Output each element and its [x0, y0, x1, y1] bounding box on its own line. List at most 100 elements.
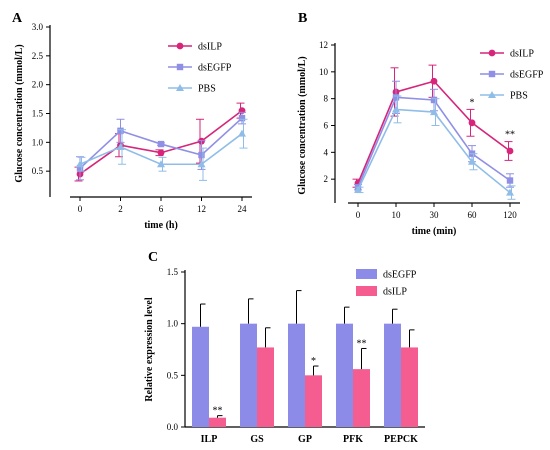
y-tick-label: 6 [324, 121, 329, 131]
data-point [430, 96, 438, 104]
legend-marker [488, 49, 496, 57]
y-tick-label: 10 [319, 67, 329, 77]
data-point [117, 127, 124, 134]
y-tick-label: 0.5 [167, 370, 179, 380]
data-point [238, 114, 246, 122]
bar [240, 323, 257, 427]
x-axis-title: time (min) [412, 226, 457, 237]
x-tick-label: 0 [78, 204, 83, 214]
series-PBS [354, 95, 516, 200]
legend: dsILP dsEGFP PBS [168, 42, 232, 95]
x-category-label: ILP [201, 434, 218, 445]
legend-label: dsILP [510, 49, 534, 60]
legend-swatch [356, 269, 377, 279]
x-tick-label: 6 [159, 204, 164, 214]
y-tick-label: 2 [324, 174, 329, 184]
bar [288, 323, 305, 427]
legend-swatch [356, 286, 377, 296]
bar [209, 417, 226, 427]
data-point [197, 160, 206, 168]
panel-label-c: C [148, 250, 158, 265]
data-point [506, 188, 514, 196]
data-point [157, 160, 165, 168]
bar [192, 326, 209, 427]
significance-marker: * [311, 356, 316, 367]
series-dsEGFP [76, 111, 246, 181]
legend-marker [488, 91, 496, 98]
series-dsILP [352, 64, 514, 188]
x-tick-label: 2 [118, 204, 123, 214]
legend-label: PBS [510, 91, 528, 102]
y-tick-label: 2.5 [32, 51, 44, 61]
series-line [357, 108, 511, 194]
data-point [506, 177, 514, 184]
y-axis-title: Glucose concentration (mmol/L) [297, 56, 308, 194]
x-tick-label: 10 [392, 210, 402, 220]
data-point [506, 147, 514, 155]
chart-panel-c: 0.0 0.5 1.0 1.5 Relative expression level ILP… [144, 267, 425, 445]
x-category-label: PEPCK [384, 434, 418, 445]
panel-label-a: A [12, 11, 23, 26]
x-tick-label: 60 [468, 210, 478, 220]
data-point [392, 94, 400, 101]
series-line [79, 133, 243, 166]
x-tick-label: 120 [503, 210, 517, 220]
series-dsILP [209, 327, 418, 427]
legend-label: dsEGFP [510, 70, 544, 81]
bar [384, 323, 401, 427]
data-point [76, 160, 84, 168]
data-point [430, 77, 438, 85]
legend: dsILP dsEGFP PBS [480, 49, 544, 102]
y-tick-label: 1.5 [167, 267, 179, 277]
legend-label: dsILP [383, 287, 407, 298]
significance-marker: * [470, 97, 475, 108]
bar [257, 347, 274, 427]
data-point [468, 157, 476, 165]
legend-marker [176, 42, 184, 50]
x-tick-label: 30 [430, 210, 440, 220]
data-point [430, 108, 438, 116]
y-tick-label: 2.0 [32, 80, 44, 90]
y-tick-label: 12 [319, 40, 328, 50]
legend: dsEGFP dsILP [356, 269, 417, 298]
x-tick-label: 0 [356, 210, 361, 220]
data-point [157, 149, 165, 157]
x-category-label: GP [298, 434, 312, 445]
legend-label: dsILP [198, 42, 222, 53]
x-axis-title: time (h) [144, 220, 178, 231]
y-tick-label: 1.0 [167, 319, 179, 329]
y-tick-label: 0.0 [167, 422, 179, 432]
y-tick-label: 1.0 [32, 137, 44, 147]
significance-marker: ** [213, 406, 223, 417]
data-point [238, 129, 246, 137]
panel-label-b: B [298, 11, 307, 26]
y-tick-label: 8 [324, 94, 329, 104]
significance-marker: ** [357, 338, 367, 349]
series-PBS [76, 118, 248, 181]
data-point [468, 119, 476, 127]
series-dsEGFP [192, 290, 401, 427]
x-tick-label: 24 [238, 204, 248, 214]
data-point [392, 105, 400, 113]
data-point [354, 185, 362, 193]
chart-panel-a: 0.5 1.0 1.5 2.0 2.5 3.0 0 2 6 12 24 time (h) Glucose… [14, 22, 252, 231]
x-category-label: PFK [343, 434, 363, 445]
bar [401, 347, 418, 427]
y-axis-title: Relative expression level [144, 297, 155, 401]
y-tick-label: 3.0 [32, 22, 44, 32]
data-point [76, 165, 84, 172]
legend-marker [488, 70, 496, 78]
y-tick-label: 4 [324, 147, 329, 157]
x-tick-label: 12 [197, 204, 206, 214]
legend-label: dsEGFP [198, 63, 232, 74]
bar [305, 375, 322, 427]
legend-label: dsEGFP [383, 270, 417, 281]
data-point [116, 142, 125, 150]
bar [336, 323, 353, 427]
y-axis-title: Glucose concentration (mmol/L) [14, 44, 25, 182]
significance-marker: ** [505, 130, 515, 141]
legend-marker [176, 84, 184, 91]
y-tick-label: 1.5 [32, 109, 44, 119]
